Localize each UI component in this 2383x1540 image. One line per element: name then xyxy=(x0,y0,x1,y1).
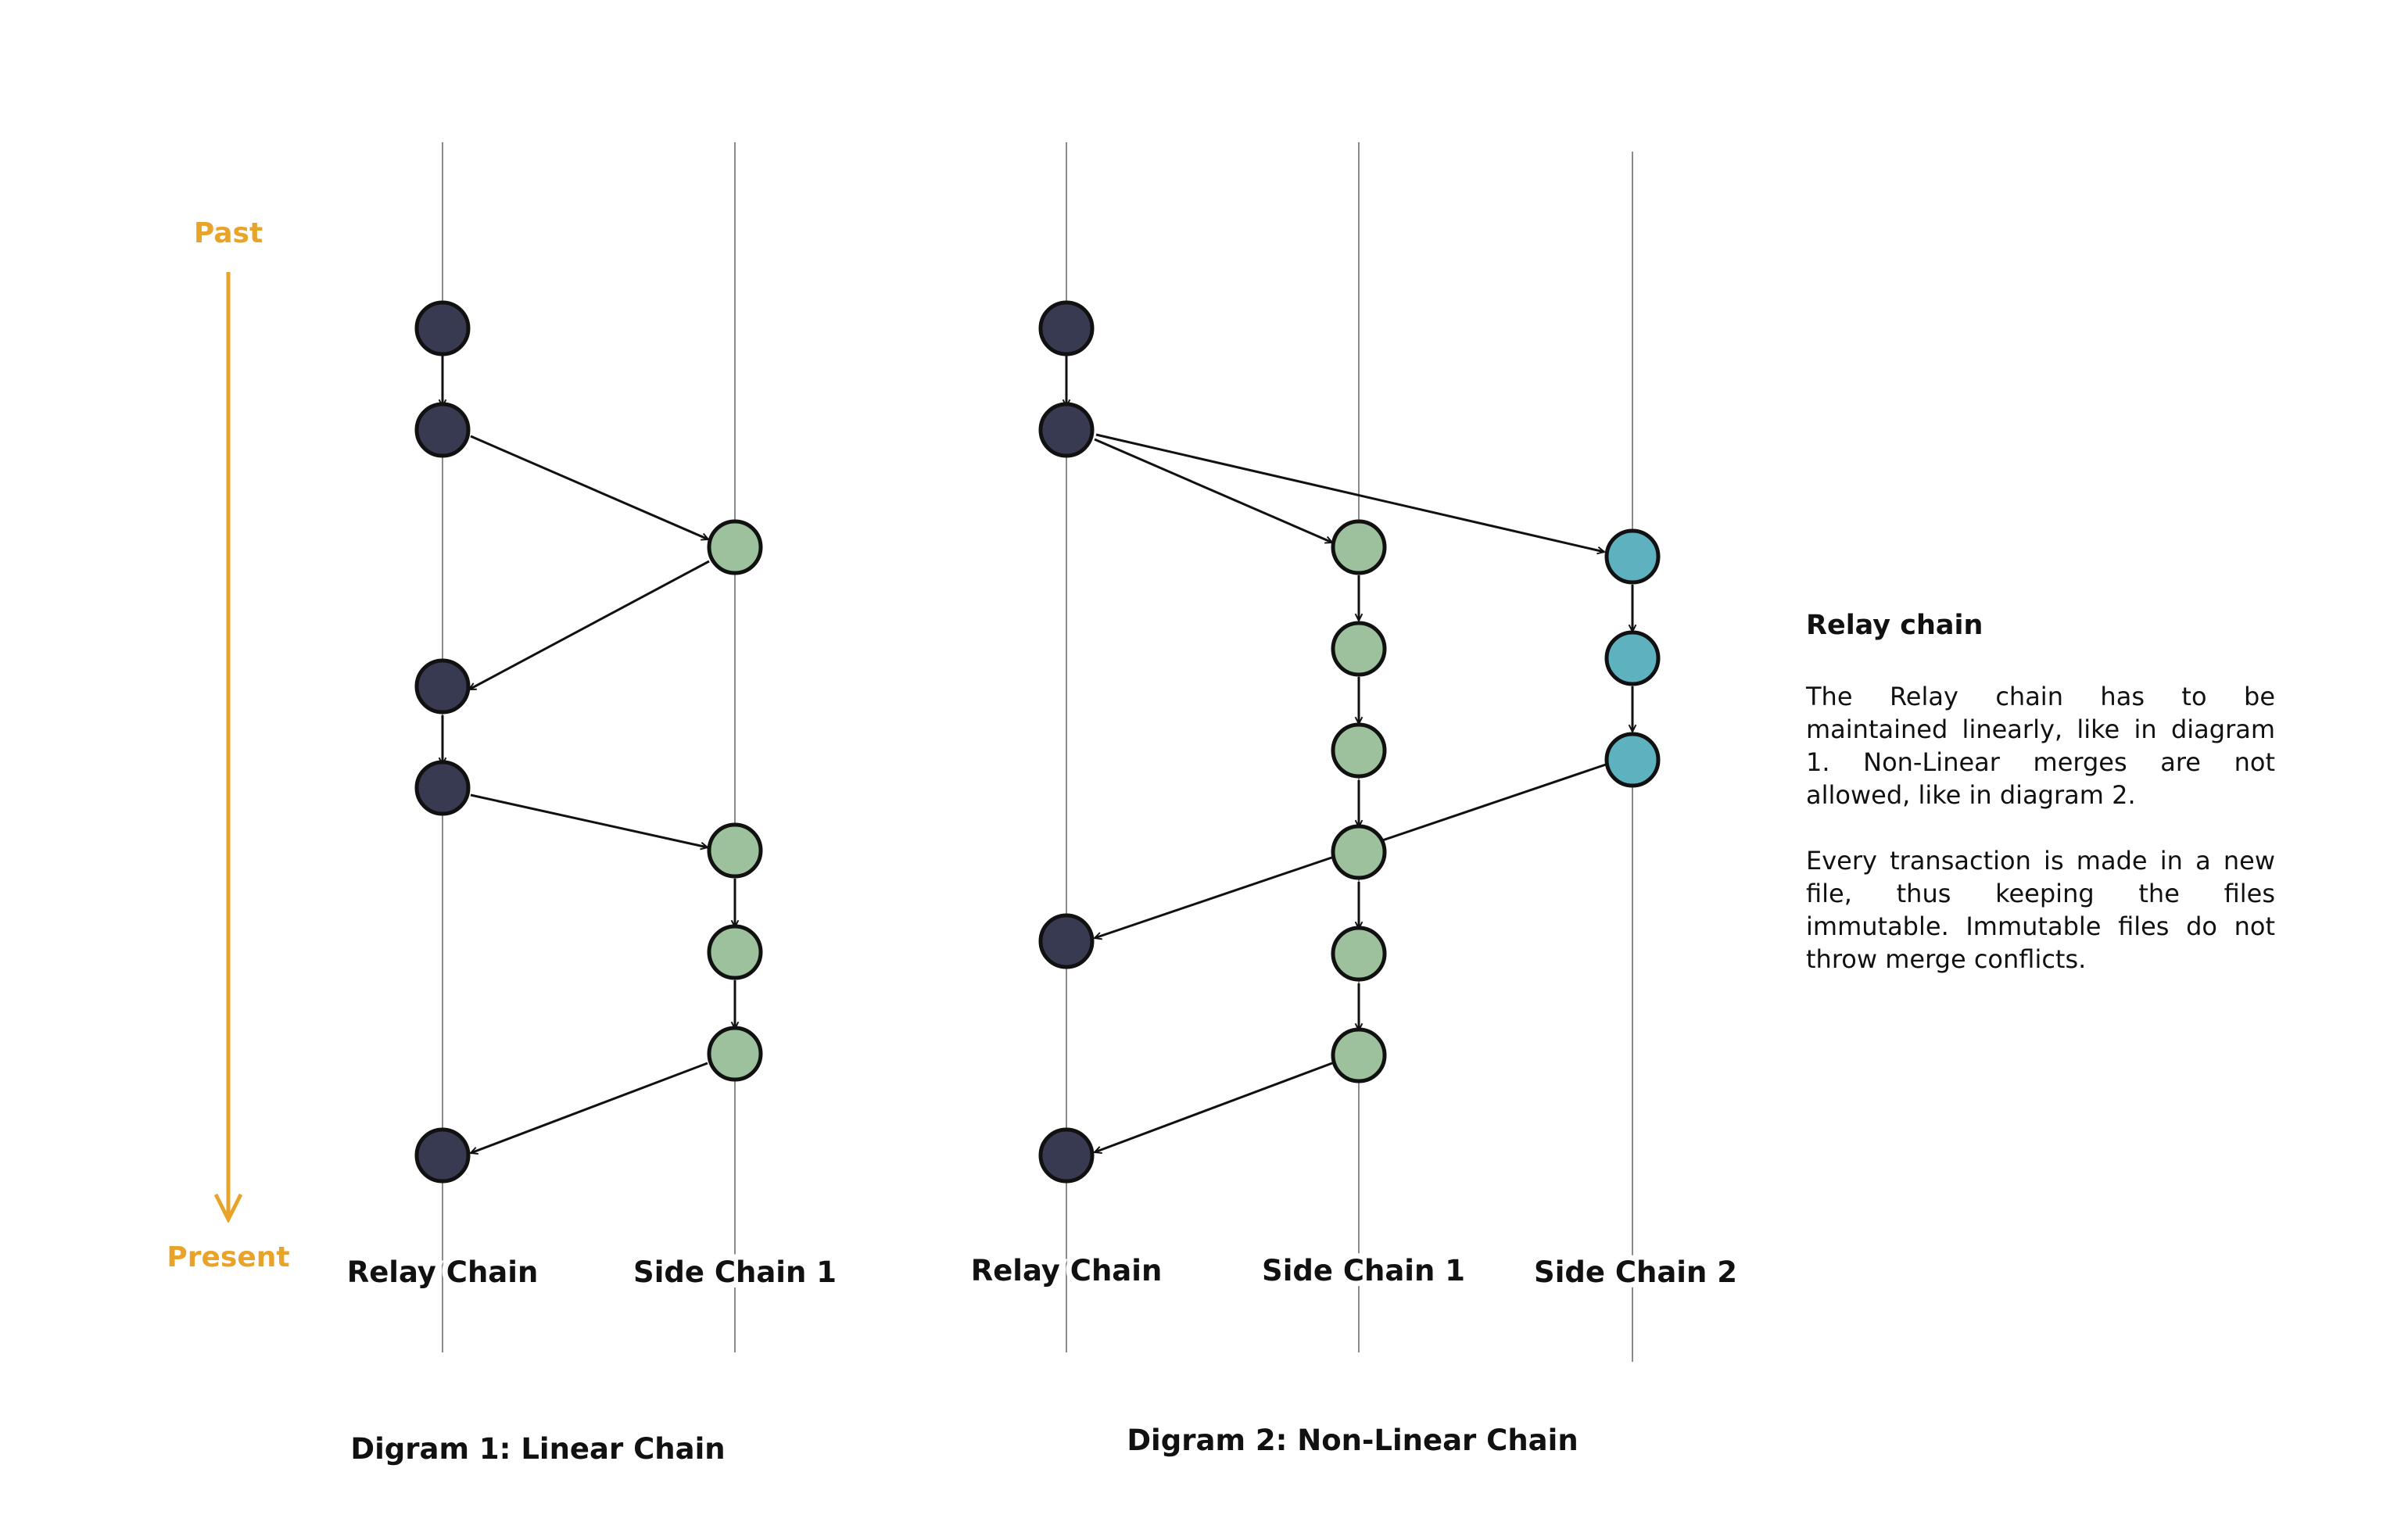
relay-block-node xyxy=(1038,913,1095,969)
notes-paragraph-1: The Relay chain has to be maintained lin… xyxy=(1806,682,2275,810)
edge xyxy=(469,560,710,691)
past-label: Past xyxy=(194,217,263,249)
edge xyxy=(471,1062,708,1153)
nodes-diagram-1 xyxy=(414,300,763,1184)
edge xyxy=(1095,1062,1333,1152)
edge xyxy=(1094,438,1332,543)
side-chain-1-block-node xyxy=(1331,621,1387,677)
edge xyxy=(470,435,708,539)
side-chain-1-block-node xyxy=(707,1026,763,1082)
diagram-1-caption: Digram 1: Linear Chain xyxy=(350,1432,725,1466)
side-chain-1-block-node xyxy=(1331,519,1387,575)
side-chain-1-block-node xyxy=(1331,926,1387,982)
side-chain-2-block-node xyxy=(1604,630,1661,686)
edge xyxy=(1095,433,1604,552)
side-chain-1-block-node xyxy=(707,924,763,980)
nodes-diagram-2 xyxy=(1038,300,1661,1184)
lane-label-d1-relay: Relay Chain xyxy=(347,1255,539,1289)
side-chain-1-block-node xyxy=(1331,824,1387,880)
relay-block-node xyxy=(414,658,471,714)
side-chain-1-block-node xyxy=(1331,1027,1387,1083)
side-chain-1-block-node xyxy=(1331,722,1387,779)
notes-title: Relay chain xyxy=(1806,610,1983,641)
lane-lines xyxy=(442,142,1633,1362)
lane-label-d2-relay: Relay Chain xyxy=(971,1254,1163,1288)
present-label: Present xyxy=(167,1241,289,1273)
side-chain-2-block-node xyxy=(1604,732,1661,788)
side-chain-2-block-node xyxy=(1604,528,1661,585)
lane-label-d2-side1: Side Chain 1 xyxy=(1262,1254,1465,1288)
relay-block-node xyxy=(414,402,471,458)
relay-block-node xyxy=(414,1127,471,1184)
side-chain-1-block-node xyxy=(707,822,763,879)
relay-block-node xyxy=(414,760,471,816)
diagram-2-caption: Digram 2: Non-Linear Chain xyxy=(1127,1424,1578,1457)
relay-block-node xyxy=(1038,402,1095,458)
lane-label-d2-side2: Side Chain 2 xyxy=(1534,1255,1737,1289)
lane-label-d1-side1: Side Chain 1 xyxy=(633,1255,837,1289)
edges-diagram-1 xyxy=(443,356,735,1153)
edge xyxy=(470,793,708,847)
relay-block-node xyxy=(414,300,471,356)
relay-block-node xyxy=(1038,300,1095,356)
side-chain-1-block-node xyxy=(707,519,763,575)
notes-panel: Relay chain The Relay chain has to be ma… xyxy=(1806,610,2275,1008)
relay-block-node xyxy=(1038,1127,1095,1184)
notes-paragraph-2: Every transaction is made in a new file,… xyxy=(1806,846,2275,974)
